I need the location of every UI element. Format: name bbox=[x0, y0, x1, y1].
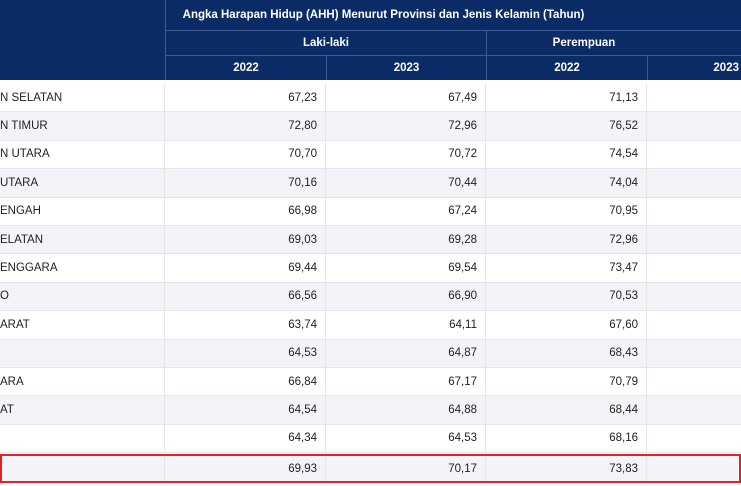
table-row: 64,53 64,87 68,43 bbox=[0, 339, 741, 368]
value-cell: 64,34 bbox=[165, 424, 326, 453]
province-name: N UTARA bbox=[0, 140, 165, 169]
value-cell: 64,54 bbox=[165, 396, 326, 424]
value-cell: 73,47 bbox=[486, 254, 647, 282]
value-cell: 66,84 bbox=[165, 368, 326, 396]
value-cell: 68,16 bbox=[486, 424, 647, 453]
value-cell bbox=[647, 254, 741, 281]
table-row: O 66,56 66,90 70,53 bbox=[0, 282, 741, 312]
value-cell: 70,70 bbox=[165, 140, 326, 169]
value-cell: 64,53 bbox=[165, 339, 326, 367]
province-name: UTARA bbox=[0, 169, 165, 197]
table-row: ARA 66,84 67,17 70,79 bbox=[0, 368, 741, 397]
value-cell: 70,79 bbox=[486, 368, 647, 396]
value-cell bbox=[647, 226, 741, 253]
value-cell: 66,90 bbox=[326, 282, 486, 311]
table-title: Angka Harapan Hidup (AHH) Menurut Provin… bbox=[182, 9, 585, 21]
value-cell: 70,16 bbox=[165, 169, 326, 197]
value-cell: 67,17 bbox=[326, 368, 486, 396]
header-divider bbox=[486, 30, 487, 80]
value-cell: 63,74 bbox=[165, 311, 326, 339]
value-cell: 68,43 bbox=[486, 339, 647, 367]
table-header: Angka Harapan Hidup (AHH) Menurut Provin… bbox=[0, 0, 741, 80]
value-cell bbox=[647, 455, 741, 482]
value-cell: 70,44 bbox=[326, 169, 486, 197]
value-cell bbox=[647, 198, 741, 225]
value-cell: 64,88 bbox=[326, 396, 486, 424]
table-row: 64,34 64,53 68,16 bbox=[0, 424, 741, 454]
value-cell: 72,96 bbox=[326, 112, 486, 140]
province-name bbox=[0, 339, 165, 367]
value-cell: 69,54 bbox=[326, 254, 486, 282]
value-cell: 67,24 bbox=[326, 197, 486, 225]
province-name: N TIMUR bbox=[0, 112, 165, 140]
table-row: ELATAN 69,03 69,28 72,96 bbox=[0, 226, 741, 255]
table-row: ARAT 63,74 64,11 67,60 bbox=[0, 311, 741, 340]
table-row: N TIMUR 72,80 72,96 76,52 bbox=[0, 112, 741, 141]
header-divider bbox=[165, 0, 166, 80]
year-header-laki-2023[interactable]: 2023 bbox=[393, 62, 420, 74]
value-cell: 71,13 bbox=[486, 84, 647, 112]
value-cell: 67,60 bbox=[486, 311, 647, 339]
table-row: UTARA 70,16 70,44 74,04 bbox=[0, 169, 741, 198]
province-name: ENGAH bbox=[0, 197, 165, 225]
value-cell: 69,28 bbox=[326, 226, 486, 254]
value-cell bbox=[647, 368, 741, 395]
value-cell: 69,93 bbox=[165, 455, 326, 483]
value-cell: 67,23 bbox=[165, 84, 326, 112]
year-header-laki-2022[interactable]: 2022 bbox=[233, 62, 259, 74]
value-cell bbox=[647, 340, 741, 367]
value-cell: 70,72 bbox=[326, 140, 486, 169]
value-cell: 73,83 bbox=[486, 455, 647, 483]
table-row: ENGAH 66,98 67,24 70,95 bbox=[0, 197, 741, 226]
table-row: N UTARA 70,70 70,72 74,54 bbox=[0, 140, 741, 170]
province-name: O bbox=[0, 282, 165, 311]
value-cell: 74,54 bbox=[486, 140, 647, 169]
value-cell: 74,04 bbox=[486, 169, 647, 197]
province-name: N SELATAN bbox=[0, 84, 165, 112]
header-divider bbox=[647, 55, 648, 80]
value-cell bbox=[647, 84, 741, 111]
province-name bbox=[0, 424, 165, 453]
value-cell: 64,53 bbox=[326, 424, 486, 453]
province-name: ARAT bbox=[0, 311, 165, 339]
group-laki-laki: Laki-laki bbox=[302, 37, 350, 49]
value-cell bbox=[647, 141, 741, 168]
value-cell: 69,44 bbox=[165, 254, 326, 282]
value-cell: 70,53 bbox=[486, 282, 647, 311]
value-cell: 72,96 bbox=[486, 226, 647, 254]
province-name: AT bbox=[0, 396, 165, 424]
header-divider bbox=[165, 55, 741, 56]
value-cell bbox=[647, 169, 741, 196]
value-cell: 70,17 bbox=[326, 455, 486, 483]
value-cell bbox=[647, 112, 741, 139]
value-cell bbox=[647, 425, 741, 452]
header-divider bbox=[165, 30, 741, 31]
table-row: ENGGARA 69,44 69,54 73,47 bbox=[0, 254, 741, 283]
value-cell: 66,98 bbox=[165, 197, 326, 225]
value-cell bbox=[647, 283, 741, 310]
header-divider bbox=[326, 55, 327, 80]
year-header-perempuan-2022[interactable]: 2022 bbox=[554, 62, 580, 74]
table-row: 69,93 70,17 73,83 bbox=[0, 455, 741, 484]
province-name bbox=[0, 455, 165, 483]
table-row: N SELATAN 67,23 67,49 71,13 bbox=[0, 84, 741, 113]
province-name: ARA bbox=[0, 368, 165, 396]
province-name: ELATAN bbox=[0, 226, 165, 254]
value-cell: 68,44 bbox=[486, 396, 647, 424]
value-cell bbox=[647, 311, 741, 338]
value-cell: 72,80 bbox=[165, 112, 326, 140]
value-cell bbox=[647, 396, 741, 423]
year-header-perempuan-2023[interactable]: 2023 bbox=[713, 62, 739, 74]
value-cell: 69,03 bbox=[165, 226, 326, 254]
value-cell: 67,49 bbox=[326, 84, 486, 112]
value-cell: 64,11 bbox=[326, 311, 486, 339]
province-name: ENGGARA bbox=[0, 254, 165, 282]
table-row: AT 64,54 64,88 68,44 bbox=[0, 396, 741, 425]
value-cell: 64,87 bbox=[326, 339, 486, 367]
value-cell: 70,95 bbox=[486, 197, 647, 225]
value-cell: 66,56 bbox=[165, 282, 326, 311]
value-cell: 76,52 bbox=[486, 112, 647, 140]
group-perempuan: Perempuan bbox=[552, 37, 616, 49]
